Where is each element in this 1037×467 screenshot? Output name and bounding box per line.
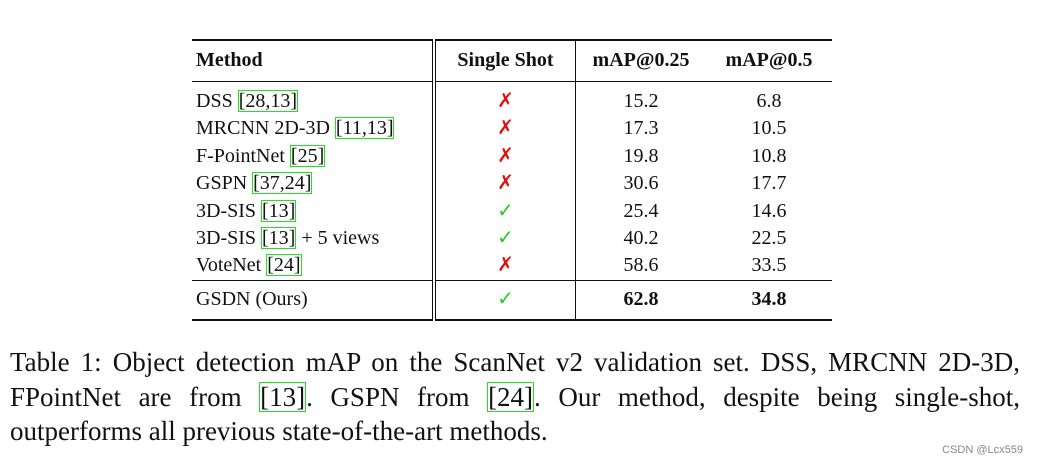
method-cell: F-PointNet [25]	[192, 142, 436, 171]
method-name: 3D-SIS	[196, 227, 257, 250]
single-shot-mark: ✓	[497, 288, 514, 311]
citation: [25]	[289, 144, 326, 167]
method-name: F-PointNet	[196, 144, 285, 167]
citation: [28,13]	[237, 90, 299, 112]
single-shot-mark: ✓	[497, 227, 514, 250]
table-row: VoteNet [24] ✗ 58.6 33.5	[192, 252, 832, 281]
single-shot-cell: ✗	[434, 252, 576, 281]
header-cell: mAP@0.5	[706, 39, 832, 82]
caption: Table 1: Object detection mAP on the Sca…	[10, 345, 1020, 449]
table-row: F-PointNet [25] ✗ 19.8 10.8	[192, 142, 832, 171]
map25-cell: 19.8	[623, 144, 659, 167]
table-row: GSPN [37,24] ✗ 30.6 17.7	[192, 170, 832, 198]
single-shot-mark: ✗	[497, 117, 514, 140]
method-cell: VoteNet [24]	[192, 252, 436, 281]
caption-text: Table 1: Object detection mAP on the Sca…	[10, 347, 1020, 412]
map25-cell: 40.2	[623, 227, 659, 250]
method-cell: 3D-SIS [13]	[192, 197, 436, 226]
method-name: MRCNN 2D-3D	[196, 117, 330, 140]
map5-cell: 22.5	[751, 227, 787, 250]
citation: [24]	[487, 381, 535, 412]
map25-cell: 15.2	[623, 90, 659, 112]
header-cell: mAP@0.25	[575, 39, 706, 82]
single-shot-cell: ✓	[434, 225, 576, 253]
map5-cell: 14.6	[751, 199, 787, 222]
table-row: DSS [28,13] ✗ 15.2 6.8	[192, 81, 832, 116]
table-body: DSS [28,13] ✗ 15.2 6.8 MRCNN 2D-3D [11,13] ✗ 1…	[192, 81, 832, 321]
table-row: 3D-SIS [13] + 5 views ✓ 40.2 22.5	[192, 225, 832, 253]
single-shot-cell: ✗	[434, 170, 576, 198]
method-name: VoteNet	[196, 254, 262, 277]
map25-cell: 30.6	[623, 172, 659, 195]
citation: [13]	[259, 381, 307, 412]
citation: [24]	[266, 254, 302, 277]
method-cell: MRCNN 2D-3D [11,13]	[192, 115, 436, 143]
watermark: CSDN @Lcx559	[942, 444, 1023, 456]
table-row: 3D-SIS [13] ✓ 25.4 14.6	[192, 197, 832, 226]
map25-cell: 25.4	[623, 199, 659, 222]
caption-text: . GSPN from	[306, 381, 488, 412]
method-cell: DSS [28,13]	[192, 81, 436, 116]
single-shot-cell: ✓	[434, 279, 576, 321]
single-shot-mark: ✓	[497, 199, 514, 222]
single-shot-cell: ✓	[434, 197, 576, 226]
header-cell: Single Shot	[434, 39, 576, 82]
map5-cell: 10.8	[751, 144, 787, 167]
results-table: Method Single Shot mAP@0.25 mAP@0.5 DSS …	[192, 39, 832, 321]
map5-cell: 6.8	[756, 90, 782, 112]
map5-cell: 17.7	[751, 172, 787, 195]
map5-cell: 34.8	[706, 279, 832, 321]
header-cell: Method	[192, 39, 436, 82]
citation: [13]	[261, 227, 297, 250]
caption-text: . Our method, despite being single-shot,…	[10, 381, 1021, 447]
method-name: GSPN	[196, 172, 248, 195]
table-row: MRCNN 2D-3D [11,13] ✗ 17.3 10.5	[192, 115, 832, 143]
single-shot-cell: ✗	[434, 142, 576, 171]
single-shot-mark: ✗	[497, 90, 514, 112]
citation: [11,13]	[334, 117, 395, 140]
single-shot-mark: ✗	[497, 172, 514, 195]
map25-cell: 62.8	[575, 279, 706, 321]
single-shot-mark: ✗	[497, 144, 514, 167]
single-shot-cell: ✗	[434, 115, 576, 143]
header-row: Method Single Shot mAP@0.25 mAP@0.5	[192, 39, 832, 82]
method-cell: 3D-SIS [13] + 5 views	[192, 225, 436, 253]
method-name: 3D-SIS	[196, 199, 257, 222]
map5-cell: 10.5	[751, 117, 787, 140]
single-shot-mark: ✗	[497, 254, 514, 277]
ours-row: GSDN (Ours) ✓ 62.8 34.8	[192, 279, 832, 321]
map5-cell: 33.5	[751, 254, 787, 277]
citation: [37,24]	[252, 172, 313, 195]
method-name: DSS	[196, 90, 233, 112]
method-cell: GSDN (Ours)	[192, 279, 436, 321]
table-head: Method Single Shot mAP@0.25 mAP@0.5	[192, 39, 832, 82]
map25-cell: 58.6	[623, 254, 659, 277]
citation: [13]	[261, 199, 297, 222]
single-shot-cell: ✗	[434, 81, 576, 116]
method-cell: GSPN [37,24]	[192, 170, 436, 198]
method-suffix: + 5 views	[301, 227, 380, 250]
map25-cell: 17.3	[623, 117, 659, 140]
